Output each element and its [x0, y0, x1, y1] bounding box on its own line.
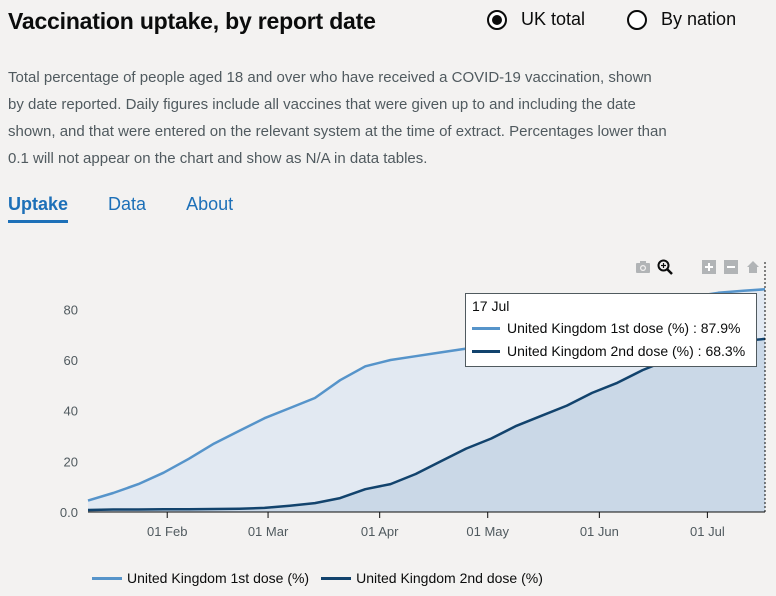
x-tick-label: 01 Mar — [248, 524, 289, 539]
x-tick-label: 01 Apr — [361, 524, 399, 539]
radio-uk-total[interactable]: UK total — [487, 9, 585, 30]
radio-by-nation-label: By nation — [661, 9, 737, 29]
radio-uk-total-label: UK total — [521, 9, 586, 29]
radio-checked-icon[interactable] — [487, 9, 507, 30]
legend-swatch-first — [92, 576, 122, 580]
radio-by-nation[interactable]: By nation — [627, 9, 736, 30]
hover-tooltip: 17 Jul United Kingdom 1st dose (%) : 87.… — [465, 293, 757, 367]
area-second-dose — [88, 338, 765, 512]
x-tick-label: 01 May — [466, 524, 509, 539]
chart-legend: United Kingdom 1st dose (%) United Kingd… — [92, 570, 555, 586]
spacer — [676, 257, 698, 277]
tab-data[interactable]: Data — [108, 194, 147, 214]
x-tick-label: 01 Jun — [580, 524, 619, 539]
x-tick-label: 01 Jul — [690, 524, 725, 539]
y-tick-label: 20 — [64, 454, 78, 469]
tooltip-row-first: United Kingdom 1st dose (%) : 87.9% — [472, 317, 750, 340]
chart-toolbar — [632, 257, 764, 277]
radio-unchecked-icon[interactable] — [627, 9, 648, 30]
view-radio-group: UK total By nation — [487, 9, 736, 30]
tooltip-text-first: United Kingdom 1st dose (%) : 87.9% — [507, 320, 741, 336]
legend-item-first-dose[interactable]: United Kingdom 1st dose (%) — [92, 570, 309, 586]
legend-label-first: United Kingdom 1st dose (%) — [127, 570, 310, 586]
tooltip-swatch-second — [472, 350, 500, 353]
camera-icon[interactable] — [632, 257, 654, 277]
y-tick-label: 80 — [64, 302, 78, 317]
y-tick-label: 0.0 — [60, 505, 78, 520]
tooltip-swatch-first — [472, 327, 500, 330]
tab-bar: Uptake Data About — [8, 194, 273, 223]
page-title: Vaccination uptake, by report date — [8, 8, 376, 34]
x-tick-label: 01 Feb — [147, 524, 187, 539]
legend-label-second: United Kingdom 2nd dose (%) — [356, 570, 543, 586]
zoom-in-icon[interactable] — [698, 257, 720, 277]
tab-uptake[interactable]: Uptake — [8, 194, 69, 223]
x-axis: 01 Feb 01 Mar 01 Apr 01 May 01 Jun 01 Jul — [88, 511, 765, 539]
zoom-out-icon[interactable] — [720, 257, 742, 277]
y-tick-label: 60 — [64, 353, 78, 368]
chart-description: Total percentage of people aged 18 and o… — [8, 69, 667, 167]
y-axis: 0.0 20 40 60 80 — [60, 302, 78, 520]
tooltip-date: 17 Jul — [472, 298, 510, 314]
tooltip-row-second: United Kingdom 2nd dose (%) : 68.3% — [472, 340, 750, 363]
legend-item-second-dose[interactable]: United Kingdom 2nd dose (%) — [321, 570, 543, 586]
home-icon[interactable] — [742, 257, 764, 277]
y-tick-label: 40 — [64, 404, 78, 419]
tab-about[interactable]: About — [186, 194, 234, 214]
legend-swatch-second — [321, 576, 352, 580]
zoom-icon[interactable] — [654, 257, 676, 277]
tooltip-text-second: United Kingdom 2nd dose (%) : 68.3% — [507, 343, 746, 359]
